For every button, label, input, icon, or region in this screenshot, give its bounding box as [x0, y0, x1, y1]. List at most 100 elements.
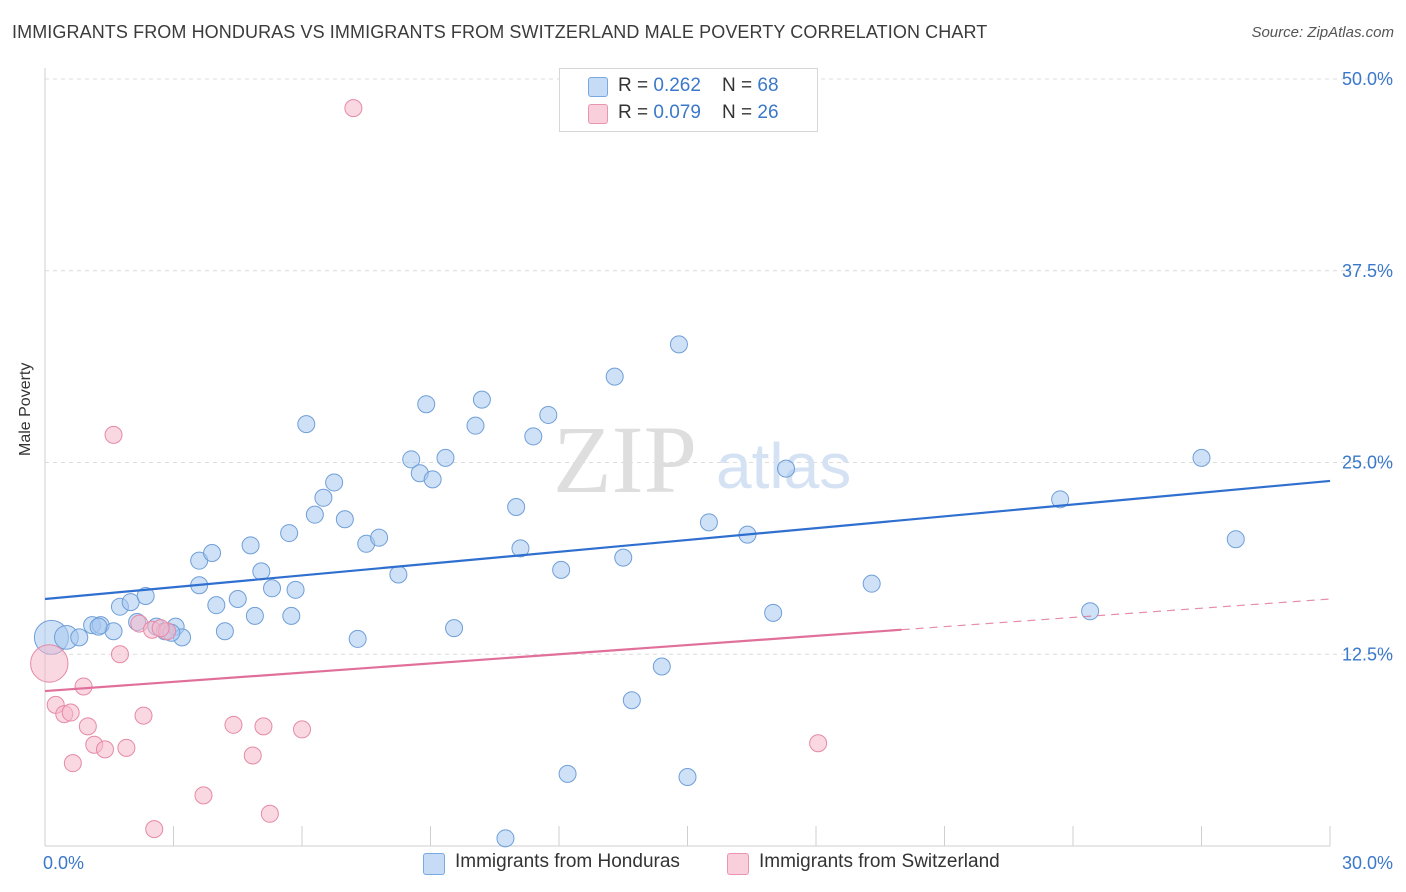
honduras-point[interactable] — [325, 473, 344, 492]
switzerland-point[interactable] — [134, 706, 153, 725]
honduras-point[interactable] — [286, 580, 305, 599]
switzerland-point[interactable] — [95, 740, 114, 759]
honduras-point[interactable] — [121, 593, 140, 612]
honduras-point[interactable] — [777, 459, 796, 478]
honduras-point[interactable] — [1192, 448, 1211, 467]
switzerland-point[interactable] — [194, 786, 213, 805]
switzerland-point[interactable] — [63, 754, 82, 773]
switzerland-point[interactable] — [61, 703, 80, 722]
honduras-point[interactable] — [1051, 490, 1070, 509]
honduras-point[interactable] — [472, 390, 491, 409]
trend-layer — [44, 479, 1331, 693]
honduras-point[interactable] — [70, 628, 89, 647]
honduras-point[interactable] — [524, 427, 543, 446]
honduras-point[interactable] — [402, 450, 421, 469]
honduras-point[interactable] — [445, 619, 464, 638]
switzerland-legend-label: Immigrants from Switzerland — [759, 851, 1000, 872]
honduras-point[interactable] — [228, 590, 247, 609]
n-label: N = — [722, 102, 758, 123]
watermark: ZIP atlas — [553, 406, 851, 513]
honduras-point[interactable] — [370, 528, 389, 547]
x-ticks — [44, 826, 1331, 846]
n-value: 68 — [757, 75, 779, 96]
honduras-points — [33, 335, 1245, 848]
y-tick-labels: 12.5% 25.0% 37.5% 50.0% — [1342, 69, 1393, 664]
honduras-point[interactable] — [1226, 530, 1245, 549]
switzerland-point[interactable] — [74, 677, 93, 696]
y-tick-label: 25.0% — [1342, 453, 1393, 473]
honduras-point[interactable] — [203, 544, 222, 563]
honduras-trend-line — [44, 479, 1331, 601]
switzerland-point[interactable] — [145, 820, 164, 839]
switzerland-point[interactable] — [110, 645, 129, 664]
honduras-point[interactable] — [282, 606, 301, 625]
switzerland-legend-swatch — [727, 853, 749, 875]
honduras-point[interactable] — [496, 829, 515, 848]
x-tick-label: 30.0% — [1342, 853, 1393, 873]
honduras-swatch — [588, 77, 608, 97]
n-label: N = — [722, 75, 758, 96]
honduras-point[interactable] — [552, 560, 571, 579]
honduras-point[interactable] — [252, 562, 271, 581]
switzerland-point[interactable] — [78, 717, 97, 736]
honduras-point[interactable] — [348, 629, 367, 648]
switzerland-point[interactable] — [224, 715, 243, 734]
switzerland-point[interactable] — [809, 734, 828, 753]
honduras-point[interactable] — [539, 405, 558, 424]
honduras-legend-swatch — [423, 853, 445, 875]
switzerland-point[interactable] — [344, 99, 363, 118]
honduras-point[interactable] — [280, 524, 299, 543]
honduras-point[interactable] — [511, 539, 530, 558]
honduras-point[interactable] — [314, 488, 333, 507]
x-tick-labels: 0.0% 30.0% — [43, 853, 1393, 873]
honduras-point[interactable] — [605, 367, 624, 386]
switzerland-point[interactable] — [117, 738, 136, 757]
switzerland-point[interactable] — [293, 720, 311, 739]
honduras-point[interactable] — [699, 513, 718, 532]
x-tick-label: 0.0% — [43, 853, 84, 873]
honduras-point[interactable] — [207, 596, 226, 615]
y-axis-label: Male Poverty — [17, 362, 34, 456]
honduras-point[interactable] — [764, 603, 783, 622]
honduras-point[interactable] — [389, 565, 408, 584]
honduras-point[interactable] — [305, 505, 324, 524]
honduras-point[interactable] — [136, 586, 155, 605]
honduras-point[interactable] — [622, 691, 641, 710]
honduras-point[interactable] — [614, 548, 633, 567]
source-label: Source: ZipAtlas.com — [1251, 24, 1394, 41]
honduras-point[interactable] — [436, 448, 455, 467]
honduras-point[interactable] — [297, 415, 316, 434]
switzerland-point[interactable] — [260, 804, 279, 823]
watermark-zip: ZIP — [553, 406, 697, 513]
switzerland-point[interactable] — [151, 619, 170, 638]
switzerland-point[interactable] — [104, 425, 123, 444]
switzerland-points — [30, 99, 828, 839]
y-tick-label: 37.5% — [1342, 261, 1393, 281]
honduras-point[interactable] — [417, 395, 436, 414]
honduras-point[interactable] — [245, 606, 264, 625]
r-label: R = — [618, 102, 654, 123]
correlation-legend: R = 0.262 N = 68 R = 0.079 N = 26 — [559, 68, 818, 132]
switzerland-point[interactable] — [243, 746, 262, 765]
honduras-point[interactable] — [89, 617, 108, 636]
honduras-point[interactable] — [1081, 602, 1100, 621]
honduras-point[interactable] — [104, 622, 123, 641]
honduras-point[interactable] — [335, 510, 354, 529]
honduras-point[interactable] — [466, 416, 485, 435]
honduras-point[interactable] — [862, 574, 881, 593]
honduras-point[interactable] — [669, 335, 688, 354]
points-layer — [30, 99, 1245, 848]
honduras-point[interactable] — [652, 657, 671, 676]
honduras-point[interactable] — [241, 536, 260, 555]
switzerland-point[interactable] — [254, 717, 273, 736]
honduras-legend-label: Immigrants from Honduras — [455, 851, 680, 872]
switzerland-trend-line — [44, 628, 902, 693]
honduras-point[interactable] — [558, 764, 577, 783]
honduras-point[interactable] — [507, 497, 526, 516]
honduras-point[interactable] — [423, 470, 442, 489]
switzerland-point[interactable] — [30, 644, 69, 683]
honduras-point[interactable] — [215, 622, 234, 641]
honduras-point[interactable] — [263, 579, 282, 598]
honduras-point[interactable] — [678, 767, 697, 786]
